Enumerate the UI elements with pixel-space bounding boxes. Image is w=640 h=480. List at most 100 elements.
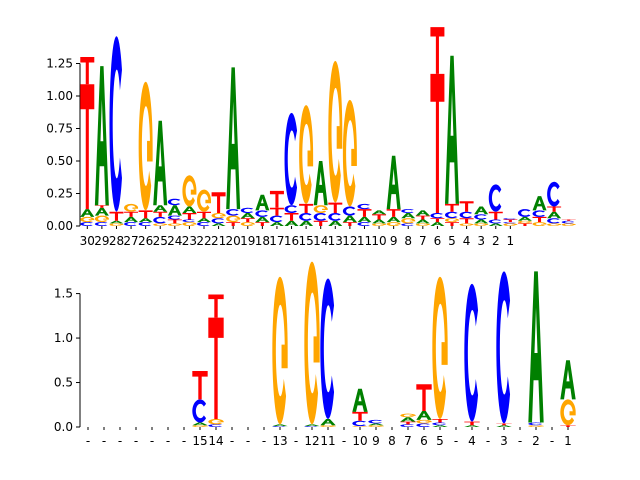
y-tick-label: 1.5 <box>54 287 73 301</box>
x-tick-label: - <box>246 434 250 448</box>
x-tick-label: 29 <box>94 234 109 248</box>
logo-letter-G <box>401 218 416 224</box>
logo-letter-C <box>109 36 122 212</box>
logo-letter-C <box>488 184 502 212</box>
logo-letter-G <box>299 105 314 204</box>
x-tick-label: - <box>134 434 138 448</box>
logo-letter-A <box>167 205 182 216</box>
logo-letter-G <box>304 261 320 425</box>
logo-letter-A <box>372 210 387 215</box>
logo-letter-A <box>430 222 445 226</box>
y-tick-label: 0.5 <box>54 376 73 390</box>
logo-letter-C <box>124 222 137 226</box>
logo-letter-T <box>80 84 95 210</box>
logo-letter-C <box>547 181 560 207</box>
logo-letter-T <box>430 27 445 74</box>
x-tick-label: 8 <box>404 234 412 248</box>
logo-letter-A <box>547 211 562 219</box>
logo-letter-A <box>464 425 480 427</box>
x-tick-label: 1 <box>507 234 515 248</box>
logo-letter-A <box>124 216 139 223</box>
logo-letter-T <box>211 192 226 213</box>
logo-letter-G <box>182 175 197 207</box>
x-tick-label: - <box>150 434 154 448</box>
x-tick-label: 28 <box>109 234 124 248</box>
logo-letter-T <box>400 421 416 425</box>
logo-letter-C <box>517 209 531 217</box>
logo-letter-G <box>167 223 182 226</box>
logo-letter-C <box>474 214 487 220</box>
logo-letter-C <box>304 426 319 427</box>
x-tick-label: 2 <box>532 434 540 448</box>
logo-letter-C <box>352 420 367 427</box>
logo-letter-A <box>192 422 208 426</box>
logo-letter-T <box>430 218 445 223</box>
x-tick-label: 18 <box>255 234 270 248</box>
x-tick-label: 12 <box>304 434 319 448</box>
x-tick-label: 9 <box>372 434 380 448</box>
logo-letter-G <box>386 222 401 226</box>
logo-letter-G <box>313 205 328 213</box>
logo-letter-A <box>401 213 416 219</box>
x-tick-label: 14 <box>208 434 223 448</box>
logo-letter-A <box>357 216 372 223</box>
logo-letter-T <box>94 205 109 208</box>
logo-letter-C <box>532 210 546 217</box>
logo-letter-G <box>474 223 489 226</box>
x-tick-label: 15 <box>192 434 207 448</box>
logo-letter-C <box>284 205 298 213</box>
x-tick-label: - <box>182 434 186 448</box>
y-tick-label: 1.25 <box>46 57 73 71</box>
logo-letter-T <box>488 211 503 220</box>
x-tick-label: 3 <box>500 434 508 448</box>
logo-letter-A <box>342 215 357 223</box>
x-tick-label: 3 <box>477 234 485 248</box>
logo-letter-C <box>432 422 447 426</box>
logo-letter-C <box>138 222 152 226</box>
logo-letter-C <box>284 112 298 206</box>
logo-letter-A <box>226 67 241 210</box>
logo-letter-G <box>211 213 226 219</box>
logo-letter-T <box>208 317 224 419</box>
logo-letter-T <box>255 222 270 226</box>
x-tick-label: - <box>262 434 266 448</box>
x-tick-label: - <box>118 434 122 448</box>
logo-letter-T <box>269 207 284 216</box>
x-tick-label: 21 <box>211 234 226 248</box>
logo-letter-A <box>255 216 270 223</box>
y-tick-label: 0.0 <box>54 420 73 434</box>
logo-letter-T <box>342 222 357 226</box>
logo-letter-T <box>547 206 562 212</box>
x-tick-label: 20 <box>226 234 241 248</box>
logo-letter-C <box>357 203 370 210</box>
logo-letter-A <box>182 206 197 213</box>
logo-letter-T <box>167 219 182 224</box>
logo-letter-C <box>401 223 414 226</box>
logo-letter-A <box>488 223 503 226</box>
x-tick-label: - <box>102 434 106 448</box>
logo-letter-A <box>109 220 124 224</box>
logo-letter-G <box>197 189 211 212</box>
y-tick-label: 0.25 <box>46 187 73 201</box>
logo-letter-A <box>386 155 401 210</box>
logo-letter-G <box>342 99 357 207</box>
logo-letter-C <box>496 271 511 424</box>
logo-letter-C <box>459 211 473 219</box>
logo-letter-T <box>80 57 95 85</box>
logo-letter-G <box>400 413 416 418</box>
logo-letter-T <box>561 219 576 221</box>
logo-letter-T <box>192 370 208 400</box>
logo-letter-C <box>320 278 335 419</box>
logo-letter-A <box>432 425 448 427</box>
logo-letter-C <box>430 213 443 219</box>
logo-letter-T <box>208 294 224 318</box>
x-tick-label: 25 <box>153 234 168 248</box>
logo-letter-T <box>299 203 314 213</box>
logo-letter-A <box>304 424 320 427</box>
logo-letter-A <box>138 218 153 223</box>
logo-letter-C <box>80 222 93 226</box>
logo-letter-T <box>284 213 299 221</box>
logo-letter-T <box>328 202 343 213</box>
logo-letter-G <box>517 220 532 224</box>
